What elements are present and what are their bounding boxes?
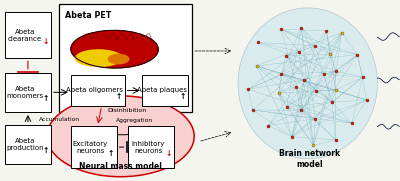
Ellipse shape [238,8,378,159]
Text: ↓: ↓ [166,149,172,158]
Text: Abeta
clearance: Abeta clearance [8,29,42,42]
FancyBboxPatch shape [5,12,51,58]
Text: Brain network
model: Brain network model [279,149,340,169]
Text: ↑: ↑ [42,146,48,155]
Text: ↑: ↑ [116,92,122,101]
FancyBboxPatch shape [71,75,124,106]
FancyBboxPatch shape [59,4,192,112]
Text: Neural mass model: Neural mass model [79,162,162,171]
Text: Abeta plaques: Abeta plaques [137,87,187,94]
Text: Abeta
production: Abeta production [6,138,44,151]
FancyBboxPatch shape [128,126,174,168]
FancyBboxPatch shape [71,126,116,168]
Text: ↑: ↑ [108,149,114,158]
Ellipse shape [108,54,130,64]
Text: ↑: ↑ [180,92,186,101]
FancyBboxPatch shape [5,73,51,112]
Text: Disinhibition: Disinhibition [107,108,146,113]
FancyBboxPatch shape [5,125,51,164]
Text: Inhibitory
neurons: Inhibitory neurons [132,141,165,153]
Text: Accumulation: Accumulation [40,117,80,122]
Ellipse shape [75,49,122,67]
Ellipse shape [47,96,194,177]
Text: Abeta PET: Abeta PET [65,11,111,20]
Text: Excitatory
neurons: Excitatory neurons [73,141,108,153]
Text: ↓: ↓ [42,37,48,46]
FancyBboxPatch shape [142,75,188,106]
Ellipse shape [71,30,158,68]
Text: ↑: ↑ [42,94,48,103]
Text: Aggregation: Aggregation [116,118,153,123]
Text: Abeta
monomers: Abeta monomers [6,86,43,99]
Text: Abeta oligomers: Abeta oligomers [66,87,123,94]
